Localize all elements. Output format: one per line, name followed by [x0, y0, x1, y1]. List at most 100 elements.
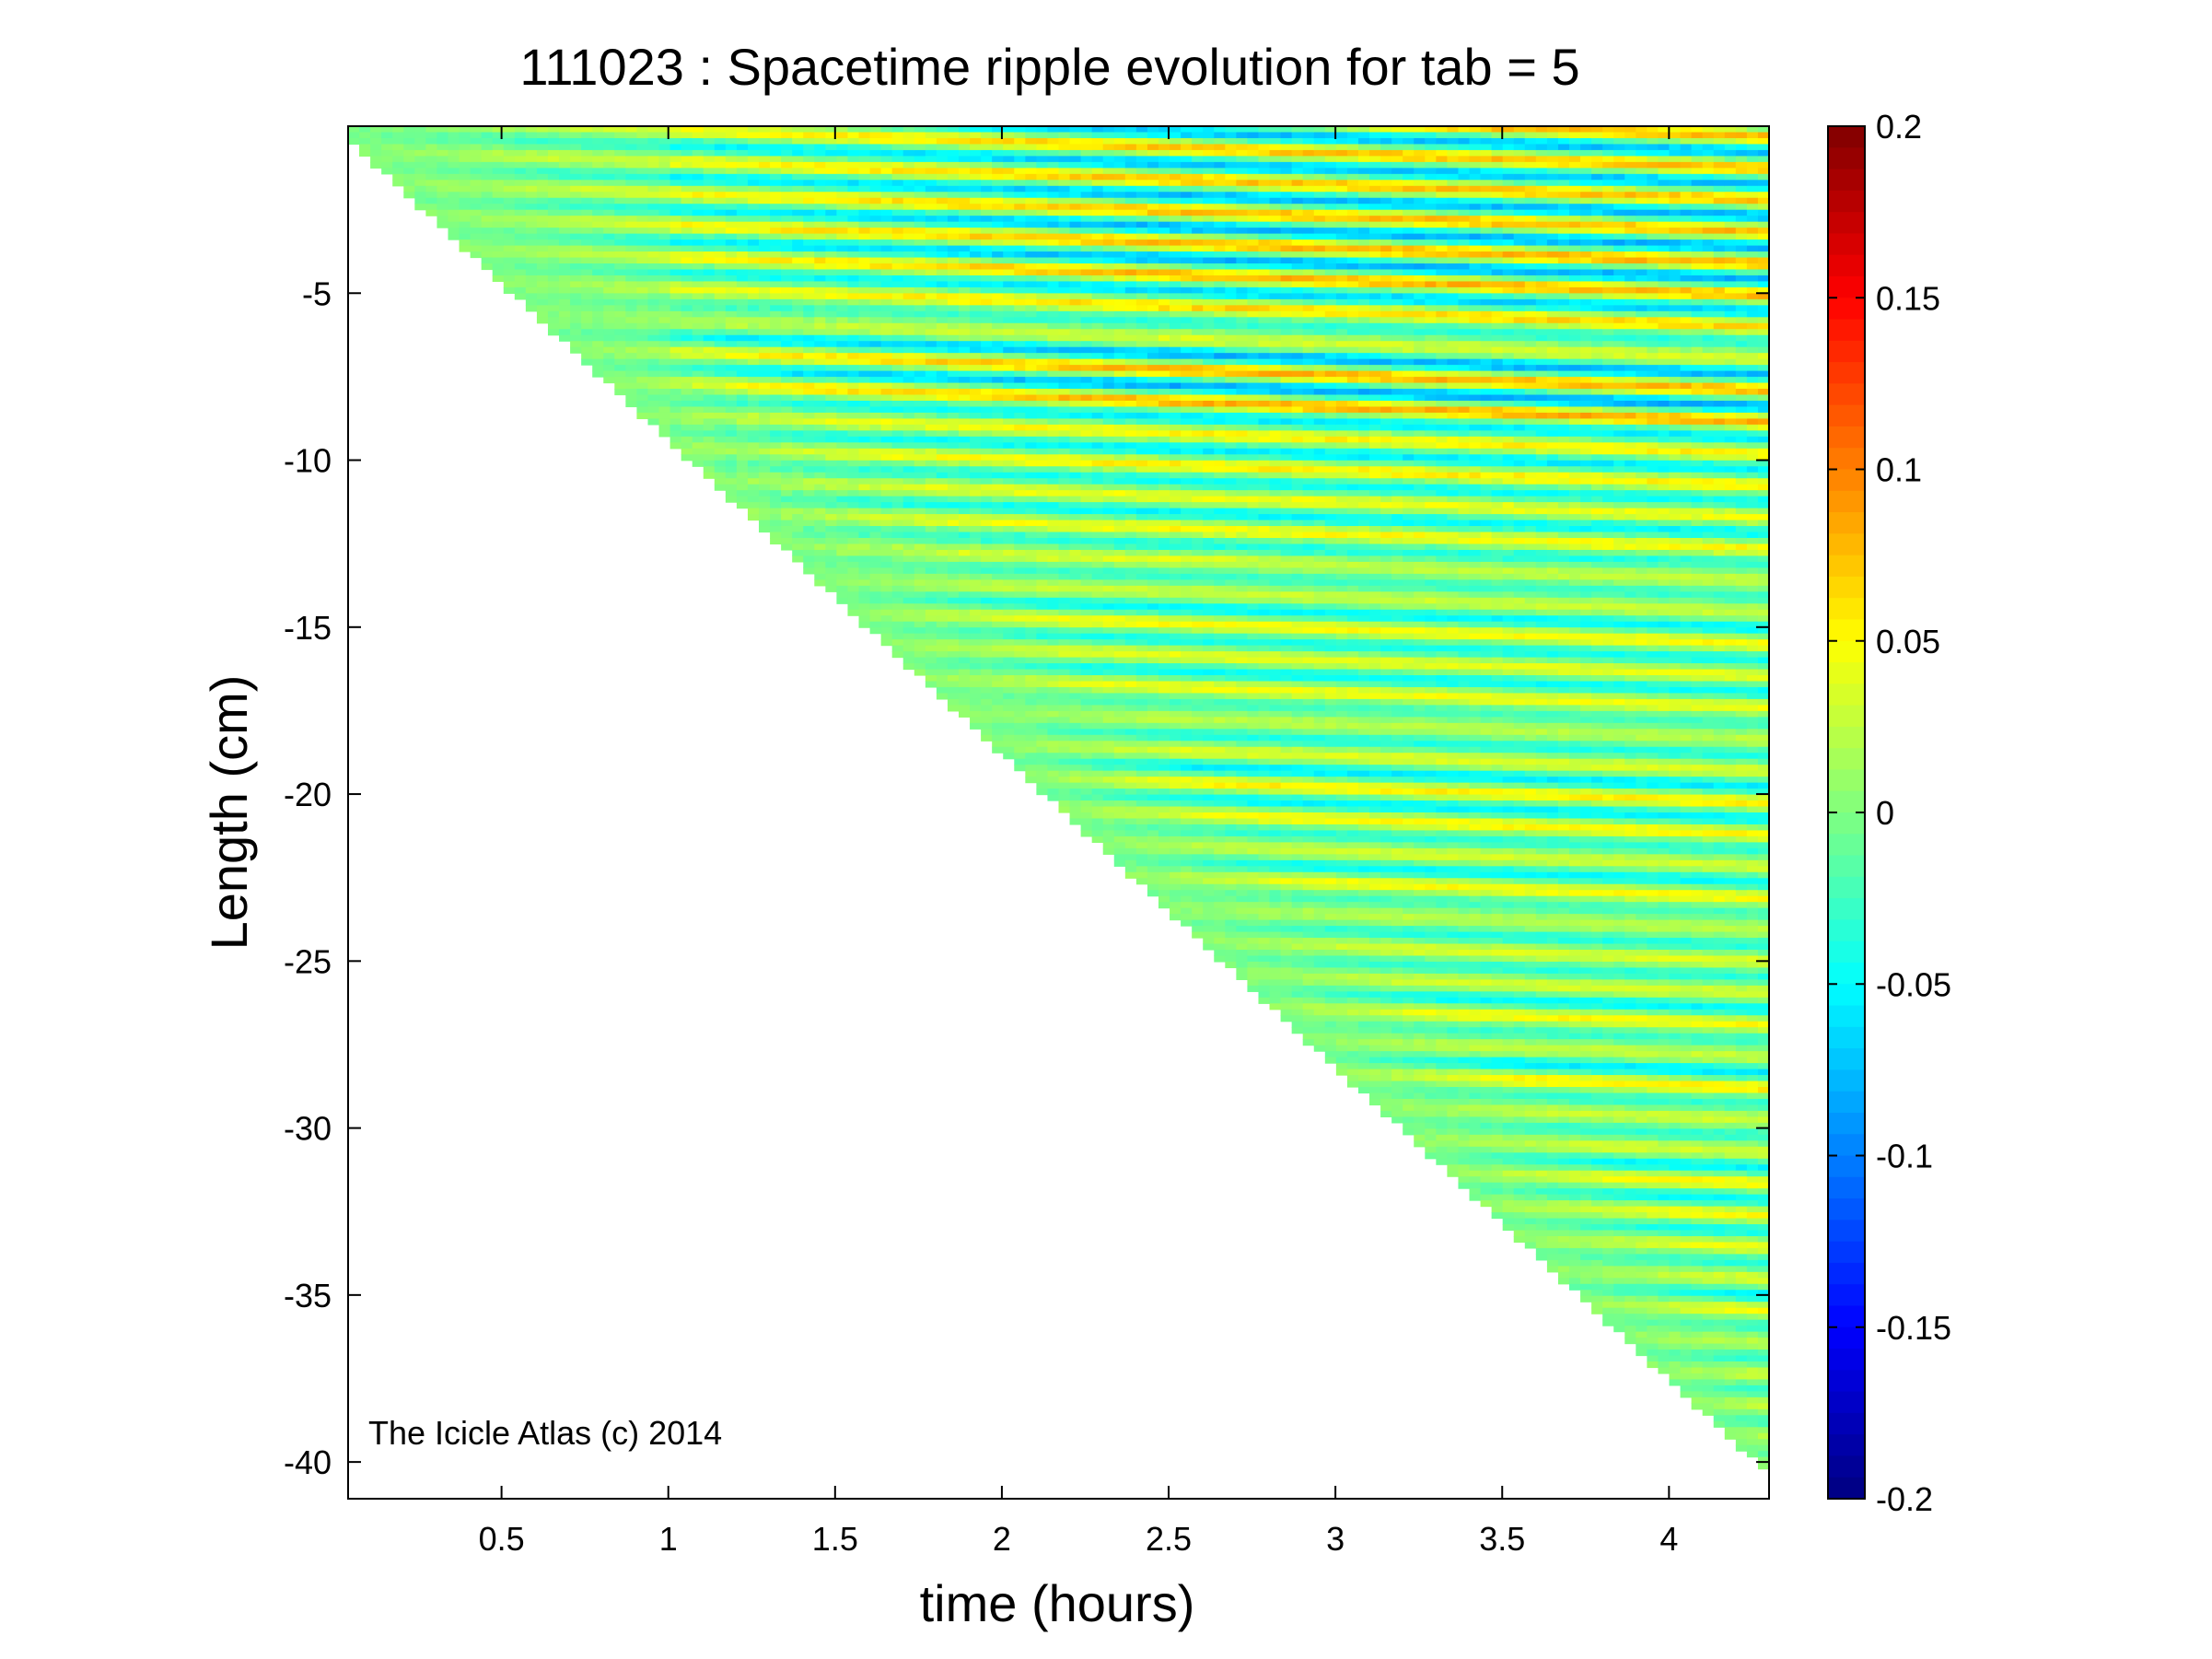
- heatmap-cell: [547, 281, 560, 288]
- heatmap-cell: [481, 137, 494, 146]
- heatmap-cell: [1158, 555, 1170, 563]
- heatmap-cell: [781, 543, 793, 551]
- heatmap-cell: [847, 567, 860, 575]
- heatmap-cell: [992, 555, 1004, 563]
- heatmap-cell: [970, 567, 982, 575]
- heatmap-cell: [891, 286, 904, 294]
- heatmap-cell: [936, 353, 949, 360]
- heatmap-cell: [703, 406, 716, 414]
- heatmap-cell: [1047, 353, 1060, 360]
- heatmap-cell: [1036, 132, 1049, 139]
- heatmap-cell: [581, 358, 593, 366]
- heatmap-cell: [1102, 746, 1115, 754]
- heatmap-cell: [448, 126, 460, 134]
- heatmap-cell: [936, 609, 949, 616]
- heatmap-cell: [1069, 275, 1082, 283]
- heatmap-cell: [891, 192, 904, 199]
- heatmap-cell: [759, 221, 771, 228]
- heatmap-cell: [1036, 454, 1049, 461]
- heatmap-cell: [1080, 603, 1093, 611]
- heatmap-cell: [981, 567, 993, 575]
- heatmap-cell: [1003, 370, 1015, 378]
- heatmap-cell: [1058, 322, 1071, 330]
- heatmap-cell: [714, 412, 727, 420]
- heatmap-cell: [902, 502, 915, 509]
- heatmap-cell: [570, 209, 582, 216]
- heatmap-cell: [1113, 394, 1126, 402]
- heatmap-cell: [869, 132, 882, 139]
- heatmap-cell: [592, 370, 604, 378]
- heatmap-cell: [1058, 800, 1071, 808]
- heatmap-cell: [847, 609, 860, 616]
- heatmap-cell: [936, 508, 949, 515]
- heatmap-cell: [1102, 663, 1115, 671]
- heatmap-cell: [880, 538, 893, 545]
- heatmap-cell: [1014, 298, 1026, 306]
- heatmap-cell: [792, 442, 804, 450]
- heatmap-cell: [625, 334, 638, 342]
- heatmap-cell: [992, 633, 1004, 640]
- heatmap-cell: [858, 197, 871, 204]
- heatmap-cell: [1047, 401, 1060, 408]
- heatmap-cell: [914, 263, 926, 271]
- heatmap-cell: [559, 245, 571, 252]
- heatmap-cell: [747, 298, 760, 306]
- heatmap-cell: [781, 275, 793, 283]
- heatmap-cell: [570, 161, 582, 169]
- heatmap-cell: [536, 144, 549, 151]
- heatmap-cell: [658, 293, 671, 300]
- heatmap-cell: [492, 269, 505, 276]
- heatmap-cell: [1080, 669, 1093, 676]
- heatmap-cell: [858, 609, 871, 616]
- heatmap-cell: [1036, 681, 1049, 688]
- heatmap-cell: [1158, 895, 1170, 903]
- heatmap-cell: [847, 275, 860, 283]
- heatmap-cell: [825, 549, 837, 557]
- heatmap-cell: [625, 365, 638, 372]
- heatmap-cell: [570, 245, 582, 252]
- heatmap-cell: [1102, 561, 1115, 568]
- heatmap-cell: [1135, 424, 1148, 431]
- heatmap-cell: [736, 490, 749, 497]
- heatmap-cell: [1025, 365, 1037, 372]
- heatmap-cell: [825, 173, 837, 181]
- heatmap-cell: [1047, 448, 1060, 455]
- heatmap-cell: [669, 173, 682, 181]
- heatmap-cell: [970, 609, 982, 616]
- heatmap-cell: [902, 353, 915, 360]
- heatmap-cell: [781, 173, 793, 181]
- heatmap-cell: [825, 520, 837, 527]
- heatmap-cell: [891, 573, 904, 580]
- heatmap-cell: [547, 221, 560, 228]
- heatmap-cell: [625, 180, 638, 187]
- heatmap-cell: [703, 418, 716, 426]
- heatmap-cell: [759, 436, 771, 443]
- heatmap-cell: [1047, 472, 1060, 479]
- heatmap-cell: [1113, 842, 1126, 849]
- heatmap-cell: [1014, 698, 1026, 706]
- heatmap-cell: [847, 436, 860, 443]
- heatmap-cell: [714, 298, 727, 306]
- heatmap-cell: [925, 508, 937, 515]
- heatmap-cell: [1102, 526, 1115, 533]
- heatmap-cell: [1135, 233, 1148, 240]
- heatmap-cell: [947, 579, 960, 587]
- heatmap-cell: [725, 394, 738, 402]
- heatmap-cell: [947, 197, 960, 204]
- heatmap-cell: [1147, 251, 1159, 259]
- heatmap-cell: [1147, 645, 1159, 652]
- heatmap-cell: [614, 240, 626, 247]
- heatmap-cell: [1069, 812, 1082, 820]
- heatmap-cell: [869, 490, 882, 497]
- heatmap-cell: [814, 370, 826, 378]
- heatmap-cell: [869, 448, 882, 455]
- heatmap-cell: [992, 645, 1004, 652]
- heatmap-cell: [981, 185, 993, 193]
- heatmap-cell: [547, 240, 560, 247]
- heatmap-cell: [925, 377, 937, 384]
- heatmap-cell: [603, 377, 615, 384]
- heatmap-cell: [947, 657, 960, 664]
- heatmap-cell: [1036, 305, 1049, 312]
- heatmap-cell: [1014, 310, 1026, 318]
- heatmap-cell: [992, 353, 1004, 360]
